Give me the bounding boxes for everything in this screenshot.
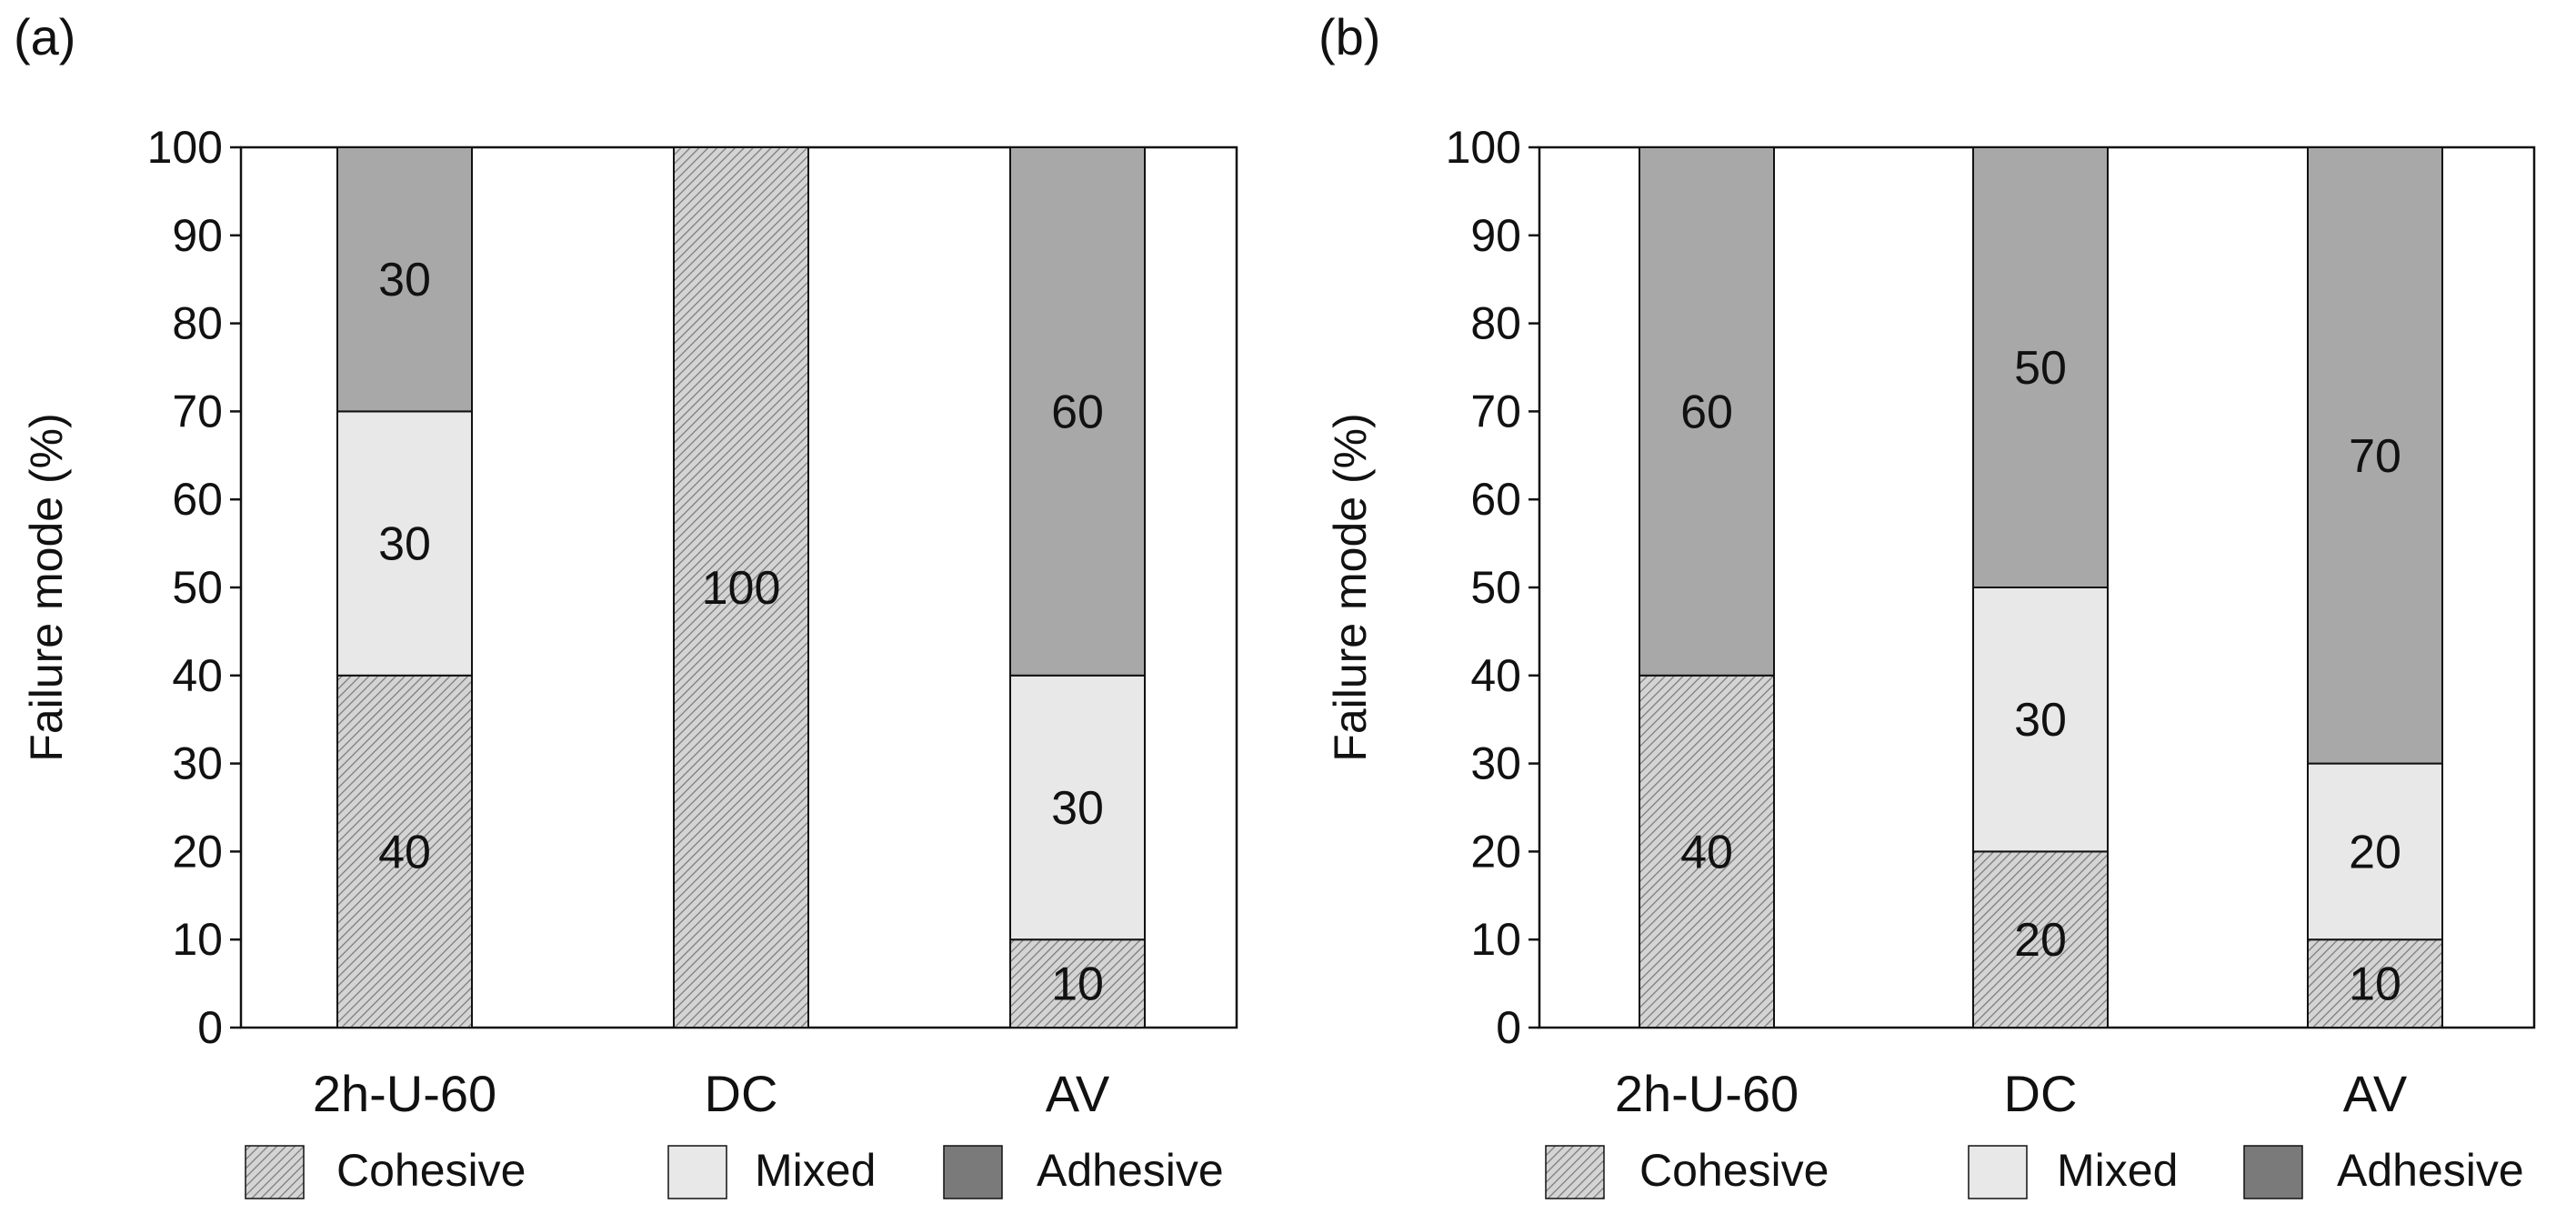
data-label-adhesive-av: 60 — [1051, 386, 1104, 438]
bar-cohesive-2h-u-60 — [1639, 674, 1775, 1028]
y-tick-label: 50 — [1470, 562, 1521, 613]
legend-swatch-mixed — [667, 1145, 727, 1199]
data-label-cohesive-2h-u-60: 40 — [1680, 826, 1733, 878]
y-tick-label: 90 — [172, 210, 223, 261]
y-tick-label: 100 — [147, 122, 223, 173]
legend-swatch-cohesive — [245, 1145, 305, 1199]
bar-adhesive-av — [1009, 146, 1146, 677]
legend-label-mixed: Mixed — [755, 1145, 876, 1196]
x-tick-label: DC — [2004, 1065, 2078, 1122]
legend-swatch-adhesive — [2243, 1145, 2303, 1199]
y-axis-label: Failure mode (%) — [21, 413, 72, 761]
y-tick-label: 60 — [172, 474, 223, 525]
y-tick-label: 40 — [172, 650, 223, 701]
data-label-adhesive-av: 70 — [2349, 430, 2401, 483]
x-tick-label: 2h-U-60 — [1615, 1065, 1799, 1122]
y-tick-label: 0 — [1496, 1002, 1521, 1053]
y-tick-label: 60 — [1470, 474, 1521, 525]
bar-adhesive-dc — [1972, 146, 2109, 588]
y-tick-label: 20 — [172, 826, 223, 877]
data-label-cohesive-2h-u-60: 40 — [378, 826, 431, 878]
x-tick-label: AV — [1046, 1065, 1110, 1122]
legend-label-cohesive: Cohesive — [1639, 1145, 1829, 1196]
data-label-mixed-av: 20 — [2349, 826, 2401, 878]
y-tick-label: 10 — [1470, 914, 1521, 965]
y-axis-label: Failure mode (%) — [1325, 413, 1376, 761]
data-label-mixed-2h-u-60: 30 — [378, 518, 431, 571]
x-tick-label: DC — [705, 1065, 778, 1122]
bar-cohesive-dc — [1972, 850, 2109, 1029]
data-label-mixed-dc: 30 — [2014, 694, 2067, 747]
y-tick-label: 30 — [1470, 738, 1521, 789]
legend-swatch-mixed — [1968, 1145, 2028, 1199]
bar-cohesive-2h-u-60 — [336, 674, 473, 1028]
panel-label: (b) — [1318, 8, 1380, 65]
bar-adhesive-av — [2307, 146, 2443, 765]
legend-label-adhesive: Adhesive — [2337, 1145, 2524, 1196]
data-label-mixed-av: 30 — [1051, 782, 1104, 835]
legend-label-mixed: Mixed — [2057, 1145, 2178, 1196]
bar-adhesive-2h-u-60 — [336, 146, 473, 413]
y-tick-label: 80 — [1470, 298, 1521, 349]
bar-mixed-av — [2307, 762, 2443, 941]
legend-label-adhesive: Adhesive — [1037, 1145, 1224, 1196]
x-tick-label: 2h-U-60 — [313, 1065, 496, 1122]
y-tick-label: 80 — [172, 298, 223, 349]
data-label-cohesive-av: 10 — [1051, 958, 1104, 1011]
bar-adhesive-2h-u-60 — [1639, 146, 1775, 677]
y-tick-label: 20 — [1470, 826, 1521, 877]
data-label-cohesive-av: 10 — [2349, 958, 2401, 1011]
data-label-adhesive-dc: 50 — [2014, 342, 2067, 395]
data-label-adhesive-2h-u-60: 30 — [378, 254, 431, 306]
bar-cohesive-dc — [673, 146, 809, 1028]
y-tick-label: 90 — [1470, 210, 1521, 261]
chart-panel-a: (a) 40 30 30 2h-U-60 100 DC 10 30 60 AV 0 10 20 30 40 50… — [14, 8, 1238, 1199]
legend-label-cohesive: Cohesive — [336, 1145, 526, 1196]
y-tick-label: 70 — [1470, 386, 1521, 436]
x-tick-label: AV — [2343, 1065, 2408, 1122]
y-tick-label: 50 — [172, 562, 223, 613]
bar-cohesive-av — [2307, 938, 2443, 1028]
y-tick-label: 30 — [172, 738, 223, 789]
y-tick-label: 0 — [197, 1002, 223, 1053]
y-tick-label: 70 — [172, 386, 223, 436]
bar-mixed-av — [1009, 674, 1146, 941]
y-tick-label: 10 — [172, 914, 223, 965]
bar-mixed-dc — [1972, 587, 2109, 853]
legend-swatch-cohesive — [1545, 1145, 1605, 1199]
panel-label: (a) — [14, 8, 75, 65]
data-label-adhesive-2h-u-60: 60 — [1680, 386, 1733, 438]
data-label-cohesive-dc: 20 — [2014, 914, 2067, 967]
y-tick-label: 100 — [1446, 122, 1521, 173]
legend-swatch-adhesive — [943, 1145, 1003, 1199]
data-label-cohesive-dc: 100 — [702, 562, 781, 615]
y-tick-label: 40 — [1470, 650, 1521, 701]
chart-panel-b: (b) 40 60 2h-U-60 20 30 50 DC 10 20 70 AV 0 10 20 30 40 5… — [1318, 8, 2536, 1199]
bar-cohesive-av — [1009, 938, 1146, 1028]
